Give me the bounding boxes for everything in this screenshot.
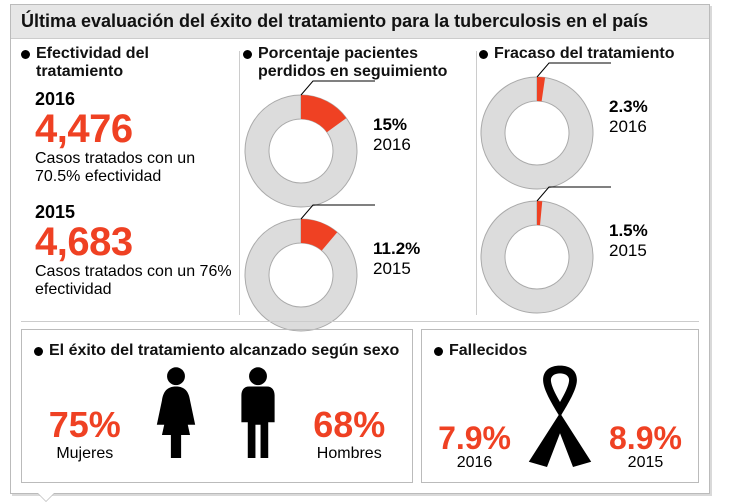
effectiveness-2015: 2015 4,683 Casos tratados con un 76% efe… <box>35 202 233 299</box>
deaths-2015-pct: 8.9% <box>609 422 682 454</box>
effectiveness-column: Efectividad del tratamiento 2016 4,476 C… <box>21 41 233 319</box>
donut-label: 11.2% 2015 <box>373 239 420 279</box>
infographic-panel: Última evaluación del éxito del tratamie… <box>10 4 710 494</box>
sex-heading: El éxito del tratamiento alcanzado según… <box>49 342 399 360</box>
deaths-box: Fallecidos 7.9% 2016 8.9% 2015 <box>421 329 699 483</box>
lost-followup-column: Porcentaje pacientes perdidos en seguimi… <box>243 41 469 319</box>
donut-label: 15% 2016 <box>373 115 411 155</box>
effectiveness-2016: 2016 4,476 Casos tratados con un 70.5% e… <box>35 89 233 186</box>
speech-notch-icon <box>37 492 55 501</box>
lost-heading: Porcentaje pacientes perdidos en seguimi… <box>258 45 469 81</box>
sex-male-pct: 68% <box>313 407 385 443</box>
ribbon-icon <box>521 363 599 472</box>
deaths-2016-pct: 7.9% <box>438 422 511 454</box>
male-icon <box>232 366 284 463</box>
cases-caption: Casos tratados con un 76% efectividad <box>35 263 233 299</box>
bullet-icon <box>21 50 30 59</box>
donut-lost-2016: 15% 2016 <box>243 87 469 211</box>
donut-lost-2015: 11.2% 2015 <box>243 211 469 335</box>
female-icon <box>150 366 202 463</box>
bottom-row: El éxito del tratamiento alcanzado según… <box>21 329 699 483</box>
failure-heading: Fracaso del tratamiento <box>494 45 675 63</box>
donut-pct: 15% <box>373 115 411 135</box>
deaths-2015-year: 2015 <box>609 454 682 472</box>
donut-year: 2016 <box>609 117 648 137</box>
donut-failure-2016: 2.3% 2016 <box>479 69 697 193</box>
sex-male-label: Hombres <box>313 445 385 463</box>
sex-female-label: Mujeres <box>49 445 121 463</box>
donut-failure-2015: 1.5% 2015 <box>479 193 697 317</box>
failure-column: Fracaso del tratamiento 2.3% 2016 1.5% 2… <box>479 41 697 319</box>
deaths-2016: 7.9% 2016 <box>438 422 511 472</box>
cases-value: 4,683 <box>35 223 233 261</box>
donut-year: 2016 <box>373 135 411 155</box>
donut-pct: 2.3% <box>609 97 648 117</box>
bullet-icon <box>479 50 488 59</box>
donut-year: 2015 <box>373 259 420 279</box>
donut-pct: 1.5% <box>609 221 648 241</box>
effectiveness-heading: Efectividad del tratamiento <box>36 45 233 81</box>
donut-year: 2015 <box>609 241 648 261</box>
cases-caption: Casos tratados con un 70.5% efectividad <box>35 150 233 186</box>
sex-female-pct: 75% <box>49 407 121 443</box>
sex-female: 75% Mujeres <box>49 407 121 463</box>
donut-label: 2.3% 2016 <box>609 97 648 137</box>
donut-pct: 11.2% <box>373 239 420 259</box>
bullet-icon <box>434 347 443 356</box>
deaths-heading: Fallecidos <box>449 342 527 360</box>
bullet-icon <box>34 347 43 356</box>
deaths-2015: 8.9% 2015 <box>609 422 682 472</box>
sex-success-box: El éxito del tratamiento alcanzado según… <box>21 329 413 483</box>
bullet-icon <box>243 50 252 59</box>
divider-horizontal <box>21 321 699 322</box>
donut-label: 1.5% 2015 <box>609 221 648 261</box>
deaths-2016-year: 2016 <box>438 454 511 472</box>
cases-value: 4,476 <box>35 110 233 148</box>
page-title: Última evaluación del éxito del tratamie… <box>11 5 709 39</box>
sex-male: 68% Hombres <box>313 407 385 463</box>
top-row: Efectividad del tratamiento 2016 4,476 C… <box>21 41 699 319</box>
